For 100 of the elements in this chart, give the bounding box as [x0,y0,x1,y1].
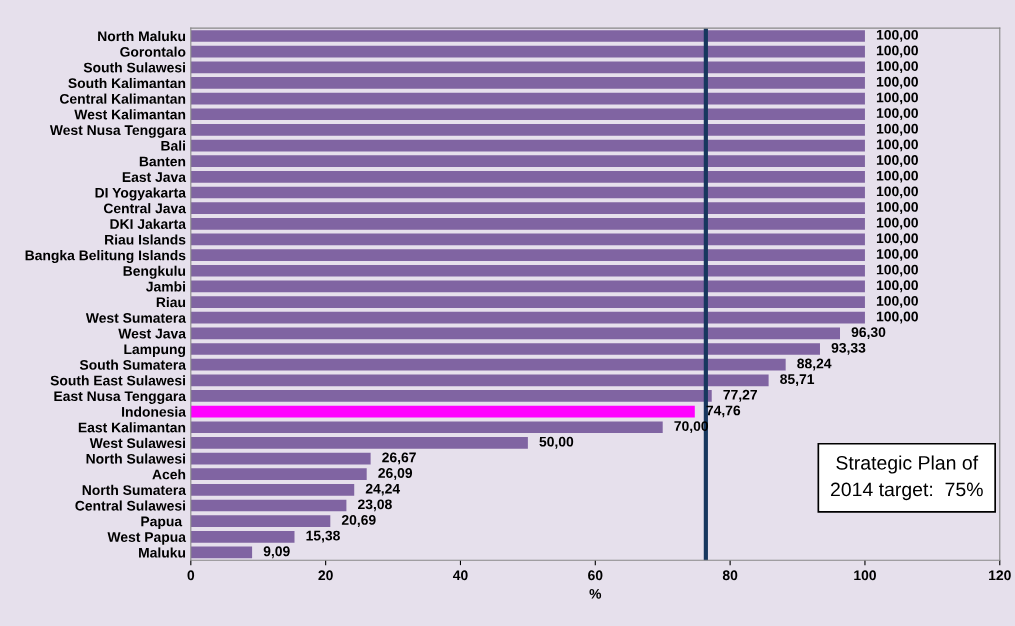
y-tick-label: West Nusa Tenggara [49,125,187,138]
data-label: 100,00 [876,170,918,183]
x-tick-label: 80 [722,570,738,581]
data-label: 77,27 [723,389,757,402]
data-label: 100,00 [876,248,918,261]
bar [190,186,865,199]
bar [190,155,865,168]
y-tick-label: East Java [122,172,187,183]
y-tick-label: Indonesia [122,406,187,417]
x-tick-label: 40 [452,570,468,581]
bar [190,296,865,308]
data-label: 100,00 [876,264,918,277]
bar [190,264,865,277]
data-label: 100,00 [876,108,918,120]
data-label: 100,00 [876,280,918,293]
data-label: 100,00 [876,29,918,42]
data-label: 100,00 [876,92,918,105]
bar [190,311,865,324]
y-tick-label: North Sumatera [82,484,187,496]
bar [190,61,865,74]
y-tick-label: DI Yogyakarta [95,187,187,201]
bar [190,437,528,449]
bar [190,530,295,543]
data-label: 100,00 [876,139,918,152]
bar [190,139,865,152]
data-label: 100,00 [876,295,918,308]
y-tick-label: DKI Jakarta [110,218,187,229]
y-tick-label: Riau Islands [105,234,186,245]
y-tick-label: North Maluku [98,30,186,42]
data-label: 96,30 [851,327,886,340]
data-label: 100,00 [876,186,918,199]
y-tick-label: West Papua [107,532,187,545]
bar [190,170,865,183]
data-label: 100,00 [876,123,918,136]
data-label: 20,69 [341,515,376,527]
data-label: 100,00 [876,155,918,167]
y-tick-label: Lampung [124,344,186,357]
y-tick-label: South Kalimantan [68,77,186,89]
y-tick-label: West Kalimantan [74,109,186,120]
bar [190,421,663,434]
bar [190,92,865,105]
bar [190,202,865,215]
y-tick-label: Central Kalimantan [59,93,186,104]
bar [190,217,865,230]
x-axis-title: % [589,588,602,599]
bar [190,45,865,58]
y-tick-label: Banten [139,156,186,167]
y-tick-label: Gorontalo [120,46,186,57]
bar [190,124,865,136]
x-tick-label: 20 [318,570,333,581]
data-label: 100,00 [876,233,918,246]
bar [190,390,712,402]
x-tick-label: 0 [187,570,195,581]
data-label: 9,09 [263,546,290,559]
y-tick-label: Central Java [103,203,187,214]
x-tick-label: 120 [989,570,1011,581]
bar [190,452,371,465]
y-tick-label: Papua [141,516,183,530]
data-label: 24,24 [365,483,401,496]
data-label: 88,24 [797,358,832,371]
data-label: 100,00 [876,202,918,214]
bar [190,327,841,340]
y-tick-label: Bengkulu [123,265,186,279]
y-tick-label: West Java [118,328,187,339]
data-label: 26,67 [382,452,416,465]
bar [190,108,865,121]
y-tick-label: Bangka Belitung Islands [25,250,186,264]
y-tick-label: Bali [161,140,185,151]
bar [190,30,865,42]
bar [190,515,331,528]
y-tick-label: South Sulawesi [83,62,185,73]
y-tick-label: Central Sulawesi [75,500,185,511]
data-label: 100,00 [876,61,918,74]
data-label: 50,00 [539,436,574,449]
y-tick-label: East Kalimantan [78,422,186,433]
bar [190,280,865,293]
bar [190,358,786,371]
x-tick-label: 60 [588,570,603,581]
y-tick-label: Jambi [146,281,185,292]
y-tick-label: South East Sulawesi [50,375,185,386]
data-label: 100,00 [876,217,918,230]
bar [190,405,695,418]
annotation: Strategic Plan of 2014 target: 75% [830,455,983,501]
y-tick-label: North Sulawesi [86,453,185,464]
bar [190,546,253,559]
data-label: 93,33 [831,342,866,355]
data-label: 100,00 [876,311,918,324]
bar [190,249,865,261]
bar [190,483,355,496]
y-tick-label: Riau [156,297,186,308]
data-label: 23,08 [358,499,392,512]
data-label: 26,09 [378,468,413,480]
y-tick-label: West Sumatera [85,313,187,323]
y-tick-label: Maluku [139,547,186,558]
y-tick-label: East Nusa Tenggara [54,391,187,404]
y-tick-label: South Sumatera [79,359,187,370]
bar [190,343,820,355]
data-label: 100,00 [876,45,918,58]
y-tick-label: Aceh [152,469,186,480]
bar [190,233,865,246]
